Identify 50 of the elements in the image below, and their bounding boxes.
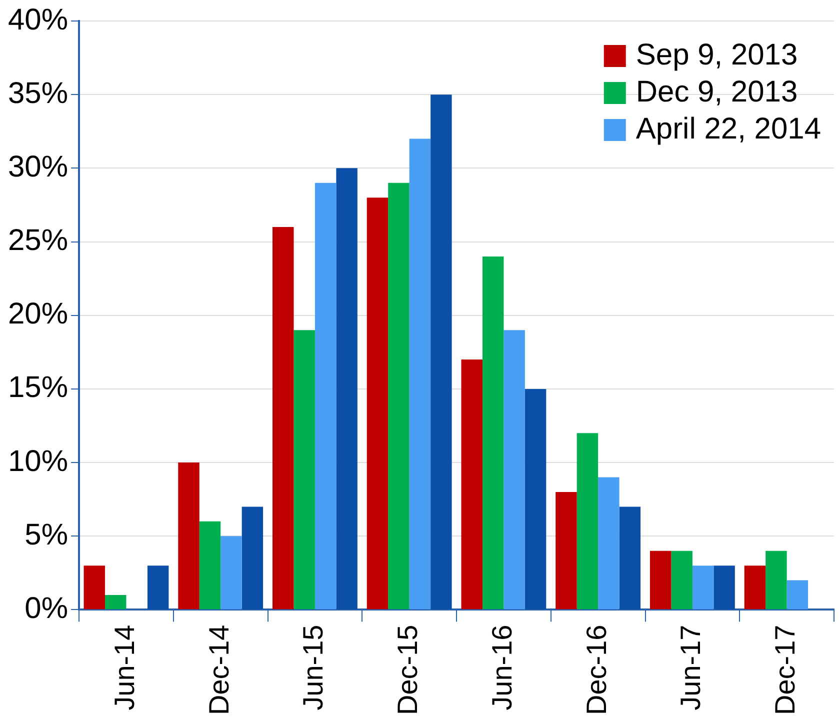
y-tick-label: 20% bbox=[8, 298, 68, 331]
bar bbox=[104, 595, 126, 610]
bar bbox=[524, 388, 546, 610]
bar bbox=[314, 182, 336, 610]
x-tick-label: Dec-17 bbox=[770, 624, 801, 716]
bar bbox=[84, 566, 105, 610]
y-tick-label: 30% bbox=[8, 150, 68, 184]
y-tick-label: 40% bbox=[8, 3, 68, 36]
bar bbox=[147, 566, 169, 610]
x-tick-label: Dec-15 bbox=[392, 624, 424, 716]
y-tick-label: 35% bbox=[8, 76, 68, 110]
bar bbox=[576, 433, 598, 610]
bar bbox=[692, 566, 714, 610]
bar bbox=[671, 550, 692, 610]
bar bbox=[199, 521, 221, 610]
bar bbox=[388, 182, 410, 610]
y-tick-label: 15% bbox=[8, 371, 68, 404]
bar bbox=[272, 227, 294, 610]
bar bbox=[461, 360, 482, 610]
bar bbox=[430, 94, 452, 610]
x-tick-label: Dec-14 bbox=[203, 624, 234, 716]
bar bbox=[650, 550, 672, 610]
x-tick-label: Jun-15 bbox=[298, 624, 329, 710]
y-tick-label: 25% bbox=[8, 224, 68, 258]
bar bbox=[714, 566, 735, 610]
x-tick-label: Jun-17 bbox=[675, 624, 706, 710]
bar bbox=[336, 168, 358, 610]
bar bbox=[766, 550, 787, 610]
bar bbox=[556, 492, 577, 610]
y-tick-label: 5% bbox=[24, 518, 68, 552]
x-tick-label: Jun-16 bbox=[486, 624, 518, 710]
bar bbox=[366, 198, 388, 610]
legend-label: April 22, 2014 bbox=[636, 112, 822, 146]
bar bbox=[294, 330, 315, 610]
bar bbox=[504, 330, 525, 610]
y-tick-label: 10% bbox=[8, 444, 68, 478]
bar bbox=[178, 462, 200, 610]
bar bbox=[598, 477, 620, 610]
bar bbox=[744, 566, 766, 610]
bar bbox=[220, 536, 242, 610]
x-tick-label: Jun-14 bbox=[108, 624, 140, 710]
bar bbox=[619, 506, 641, 610]
bar bbox=[482, 256, 504, 610]
legend-label: Sep 9, 2013 bbox=[636, 38, 798, 72]
x-tick-label: Dec-16 bbox=[580, 624, 612, 716]
y-tick-label: 0% bbox=[24, 592, 68, 626]
legend-label: Dec 9, 2013 bbox=[636, 75, 798, 108]
bar bbox=[242, 506, 264, 610]
bar bbox=[786, 580, 808, 610]
bar bbox=[409, 138, 431, 610]
